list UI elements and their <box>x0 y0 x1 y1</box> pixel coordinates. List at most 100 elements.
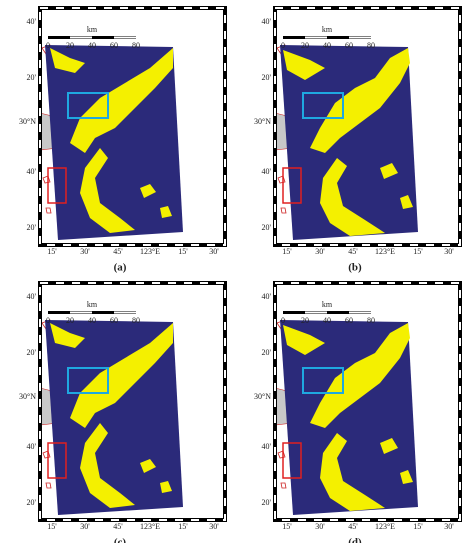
lat-label: 20' <box>27 73 37 82</box>
scale-label: 20 <box>66 316 74 325</box>
scale-bar-seg <box>70 36 92 39</box>
lat-label: 40' <box>262 442 272 451</box>
scale-label: 40 <box>88 316 96 325</box>
lon-label: 45' <box>348 522 358 531</box>
lon-label: 45' <box>113 522 123 531</box>
scale-unit: km <box>322 25 333 34</box>
lon-label: 30' <box>209 247 219 256</box>
lat-label: 40' <box>262 292 272 301</box>
cyan-box <box>67 367 109 394</box>
lon-label: 15' <box>47 247 57 256</box>
lon-label: 15' <box>178 522 188 531</box>
lat-label: 20' <box>262 498 272 507</box>
lon-label: 30' <box>315 522 325 531</box>
red-box <box>282 442 302 479</box>
lat-label: 40' <box>262 17 272 26</box>
scale-label: 0 <box>281 41 285 50</box>
cyan-box <box>302 92 344 119</box>
panel-label: (c) <box>114 537 127 543</box>
lon-label: 45' <box>113 247 123 256</box>
lon-label: 15' <box>178 247 188 256</box>
lat-label: 20' <box>262 223 272 232</box>
lat-label: 30°N <box>254 117 271 126</box>
scale-label: 80 <box>367 41 375 50</box>
scale-label: 80 <box>132 316 140 325</box>
scale-label: 60 <box>110 316 118 325</box>
lat-label: 20' <box>27 498 37 507</box>
scale-label: 80 <box>367 316 375 325</box>
scale-bar-seg <box>114 311 136 314</box>
lon-label: 123°E <box>375 522 395 531</box>
frame-dash <box>39 7 226 246</box>
lon-label: 30' <box>80 522 90 531</box>
red-box <box>47 167 67 204</box>
scale-bar-seg <box>70 311 92 314</box>
frame-dash <box>274 7 461 246</box>
scale-label: 60 <box>345 41 353 50</box>
lon-label: 15' <box>413 247 423 256</box>
scale-label: 0 <box>281 316 285 325</box>
scale-unit: km <box>87 25 98 34</box>
map-panel: 0 20 40 60 80 km 40' 20' 30°N 40' 20' 15' 30' 45' 123°… <box>19 281 227 543</box>
scale-unit: km <box>87 300 98 309</box>
scale-label: 60 <box>110 41 118 50</box>
lat-label: 20' <box>27 223 37 232</box>
map-panel: 0 20 40 60 80 km 40' 20' 30°N 40' 20' 15' 30' 45' 123°… <box>254 6 462 274</box>
lon-label: 30' <box>209 522 219 531</box>
lat-label: 30°N <box>254 392 271 401</box>
scale-bar-seg <box>305 311 327 314</box>
lon-label: 15' <box>413 522 423 531</box>
red-box <box>282 167 302 204</box>
lon-label: 123°E <box>140 522 160 531</box>
scale-label: 40 <box>323 316 331 325</box>
lon-label: 15' <box>282 247 292 256</box>
lat-label: 40' <box>27 17 37 26</box>
scale-bar-seg <box>349 311 371 314</box>
lat-label: 20' <box>27 348 37 357</box>
lon-label: 15' <box>47 522 57 531</box>
lat-label: 20' <box>262 73 272 82</box>
scale-label: 60 <box>345 316 353 325</box>
red-box <box>47 442 67 479</box>
scale-bar-seg <box>114 36 136 39</box>
scale-unit: km <box>322 300 333 309</box>
lon-label: 30' <box>444 522 454 531</box>
frame-dash <box>274 282 461 521</box>
scale-label: 20 <box>66 41 74 50</box>
lat-label: 40' <box>27 292 37 301</box>
oil-slick <box>50 323 173 508</box>
oil-slick <box>283 323 413 511</box>
lat-label: 30°N <box>19 117 36 126</box>
lon-label: 30' <box>80 247 90 256</box>
lat-label: 20' <box>262 348 272 357</box>
lon-label: 15' <box>282 522 292 531</box>
lat-label: 40' <box>27 167 37 176</box>
oil-slick <box>283 48 413 236</box>
map-panel: 0 20 40 60 80 km 40' 20' 30°N 40' 20' 15' 30' 45' 123°… <box>254 281 462 543</box>
scale-label: 40 <box>88 41 96 50</box>
scale-label: 20 <box>301 41 309 50</box>
lon-label: 30' <box>315 247 325 256</box>
scale-label: 0 <box>46 316 50 325</box>
lat-label: 30°N <box>19 392 36 401</box>
oil-slick <box>50 48 173 233</box>
scale-bar-seg <box>349 36 371 39</box>
panel-label: (d) <box>348 537 362 543</box>
lat-label: 40' <box>27 442 37 451</box>
panel-label: (a) <box>114 262 127 274</box>
lon-label: 123°E <box>140 247 160 256</box>
lon-label: 123°E <box>375 247 395 256</box>
scale-label: 40 <box>323 41 331 50</box>
lon-label: 30' <box>444 247 454 256</box>
cyan-box <box>302 367 344 394</box>
map-panel: 0 20 40 60 80 km 40' 20' 30°N 40' 20' 15' 30' 45' 123°… <box>19 6 227 274</box>
scale-label: 0 <box>46 41 50 50</box>
scale-bar-seg <box>305 36 327 39</box>
scale-label: 80 <box>132 41 140 50</box>
panel-label: (b) <box>348 262 362 274</box>
scale-label: 20 <box>301 316 309 325</box>
lon-label: 45' <box>348 247 358 256</box>
cyan-box <box>67 92 109 119</box>
lat-label: 40' <box>262 167 272 176</box>
